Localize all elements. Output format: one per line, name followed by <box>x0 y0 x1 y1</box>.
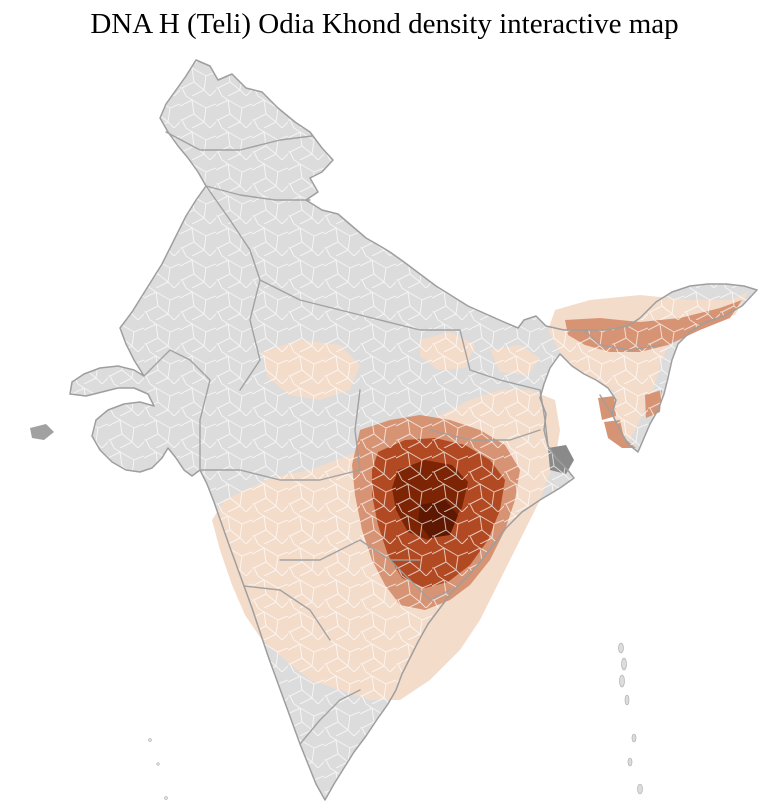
lakshadweep-islands[interactable] <box>148 738 168 800</box>
district-boundaries-mesh <box>70 60 757 800</box>
kutch-creek-patch <box>30 424 54 440</box>
map-title: DNA H (Teli) Odia Khond density interact… <box>90 8 679 40</box>
andaman-nicobar-islands[interactable] <box>618 642 643 795</box>
india-outline <box>69 59 758 801</box>
state-boundaries <box>143 131 661 745</box>
region-density-medium-mizoram[interactable] <box>604 420 636 448</box>
